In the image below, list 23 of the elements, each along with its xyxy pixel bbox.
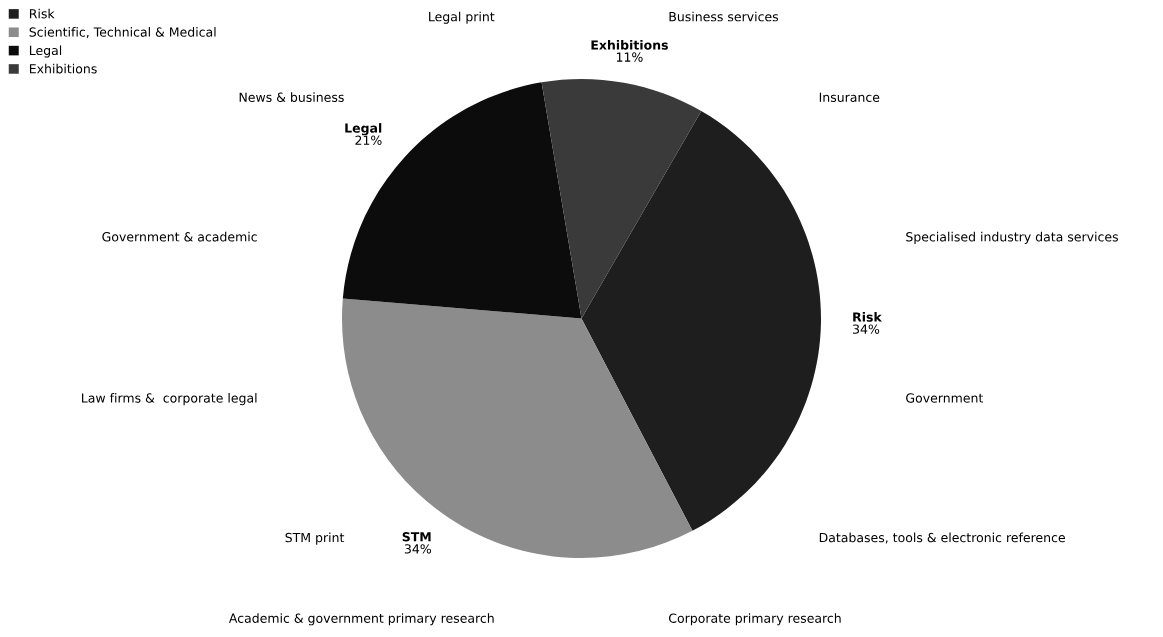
- text: Government: [906, 393, 984, 403]
- text: Legal print: [429, 11, 495, 24]
- data-label: STM 34%: [402, 532, 432, 554]
- text: Specialised industry data services: [906, 231, 1118, 244]
- pie-slice: [541, 78, 702, 319]
- legend-label: Legal: [29, 45, 62, 58]
- text: Academic & government primary research: [228, 613, 494, 626]
- text: Government & academic: [102, 231, 257, 242]
- legend-label: Scientific, Technical & Medical: [29, 27, 216, 39]
- data-label: Exhibitions 11%: [591, 40, 668, 62]
- legend-label: Risk: [29, 8, 55, 19]
- data-label: Risk 34%: [853, 312, 882, 334]
- text: STM print: [285, 532, 345, 545]
- pie-slice: [342, 82, 582, 319]
- text: Databases, tools & electronic reference: [819, 532, 1065, 544]
- pie-slice: [581, 111, 821, 531]
- text: News & business: [239, 92, 344, 102]
- text: Business services: [669, 11, 779, 22]
- text: Law firms & corporate legal: [82, 393, 257, 406]
- legend-label: Exhibitions: [29, 63, 97, 74]
- text: Corporate primary research: [668, 613, 841, 626]
- data-label: Legal 21%: [345, 123, 382, 145]
- text: Insurance: [819, 92, 880, 102]
